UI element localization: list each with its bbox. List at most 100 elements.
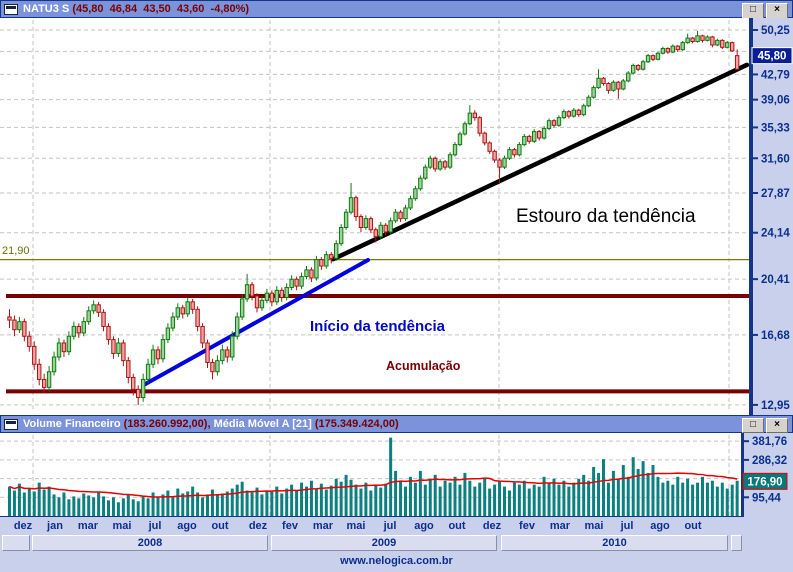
annotation-trend-start[interactable]: Início da tendência	[310, 318, 446, 335]
volume-bar	[67, 499, 71, 516]
candle	[611, 81, 616, 91]
candle	[205, 342, 210, 363]
volume-bar	[611, 470, 615, 516]
year-button-blank[interactable]	[2, 535, 30, 551]
month-label: dez	[482, 520, 502, 532]
candle	[452, 144, 458, 156]
candle	[358, 215, 364, 228]
month-axis: dez jan mar mai jul ago out dez fev mar mai jul ago o…	[0, 517, 793, 534]
volume-bar	[250, 492, 254, 516]
volume-bar	[364, 482, 368, 516]
year-button-2010[interactable]: 2010	[501, 535, 728, 551]
candle	[56, 342, 62, 358]
volume-bar	[517, 484, 521, 516]
annotation-breakout[interactable]: Estouro da tendência	[516, 206, 696, 227]
candle	[606, 83, 611, 91]
volume-bar	[82, 493, 86, 516]
volume-bar	[582, 474, 586, 516]
candle	[249, 284, 255, 297]
month-label: ago	[177, 520, 197, 532]
maximize-button[interactable]: □	[742, 3, 764, 19]
blue-trendline[interactable]	[141, 258, 370, 388]
volume-bar	[577, 478, 581, 516]
volume-bar	[438, 486, 442, 516]
candle	[680, 42, 685, 51]
volume-value: (183.260.992,00),	[123, 418, 211, 430]
year-button-2008[interactable]: 2008	[32, 535, 268, 551]
volume-bar	[374, 485, 378, 516]
volume-bar	[309, 480, 313, 516]
close-button[interactable]: ×	[766, 3, 788, 19]
candle	[101, 311, 106, 327]
volume-bar	[384, 483, 388, 516]
year-button-2009[interactable]: 2009	[271, 535, 497, 551]
volume-bar	[428, 478, 432, 516]
volume-bar	[567, 486, 571, 516]
volume-bar	[671, 484, 675, 516]
volume-bar	[314, 488, 318, 516]
candle	[442, 161, 448, 168]
volume-tick-label: 95,44	[752, 492, 781, 504]
volume-bar	[270, 491, 274, 516]
candle	[363, 218, 369, 228]
candle	[269, 292, 275, 303]
volume-bar	[265, 490, 269, 516]
candle	[675, 45, 680, 51]
candle	[571, 109, 576, 117]
volume-bar	[488, 488, 492, 516]
candle	[230, 335, 235, 358]
volume-bar	[220, 493, 224, 516]
volume-bar	[151, 492, 155, 516]
volume-bar	[62, 492, 66, 516]
ma-title-label: Média Móvel A [21]	[210, 418, 315, 430]
volume-bar	[181, 493, 185, 516]
candle	[532, 131, 537, 142]
candle	[215, 360, 220, 373]
volume-bar	[443, 480, 447, 516]
candle	[338, 226, 344, 245]
candle	[576, 109, 581, 116]
volume-bar	[592, 467, 596, 516]
volume-bar	[418, 470, 422, 516]
candle	[408, 198, 413, 209]
volume-bar	[453, 476, 457, 516]
month-label: mai	[112, 520, 132, 532]
candle	[502, 157, 507, 168]
candle	[239, 298, 245, 318]
price-chart-canvas[interactable]: 50,25 42,79 39,06 35,33 31,60 27,87 24,14 20,41…	[0, 18, 793, 415]
volume-bar	[423, 484, 427, 516]
candle	[378, 224, 383, 238]
candle	[17, 321, 22, 331]
candle	[32, 345, 37, 365]
annotation-accumulation[interactable]: Acumulação	[386, 359, 461, 373]
month-label: jan	[47, 520, 63, 532]
price-window-titlebar[interactable]: NATU3 S (45,80 46,84 43,50 43,60 -4,80%)…	[0, 0, 793, 19]
candle	[586, 96, 591, 107]
candle	[175, 307, 181, 318]
volume-bar	[631, 457, 635, 516]
candle	[393, 211, 398, 222]
candle	[294, 278, 299, 287]
volume-bar	[404, 486, 407, 516]
candle	[700, 35, 705, 41]
volume-bar	[587, 480, 591, 516]
maximize-button[interactable]: □	[742, 418, 764, 433]
volume-bar	[97, 491, 101, 516]
candle	[348, 197, 354, 213]
price-tick-label: 24,14	[761, 228, 790, 240]
black-trendline[interactable]	[330, 62, 750, 262]
volume-bar	[562, 480, 566, 516]
candle	[734, 55, 740, 70]
volume-bar	[602, 459, 605, 516]
volume-bar	[27, 488, 31, 516]
close-button[interactable]: ×	[766, 418, 788, 433]
candle	[467, 112, 473, 125]
candle	[690, 37, 695, 43]
candle	[705, 36, 710, 41]
volume-window-titlebar[interactable]: Volume Financeiro (183.260.992,00), Médi…	[0, 415, 793, 433]
volume-chart-canvas[interactable]: 381,76 286,32 95,44 176,90	[0, 433, 793, 517]
volume-bar	[349, 479, 353, 516]
volume-bar	[408, 476, 412, 516]
year-button-blank[interactable]	[731, 535, 742, 551]
